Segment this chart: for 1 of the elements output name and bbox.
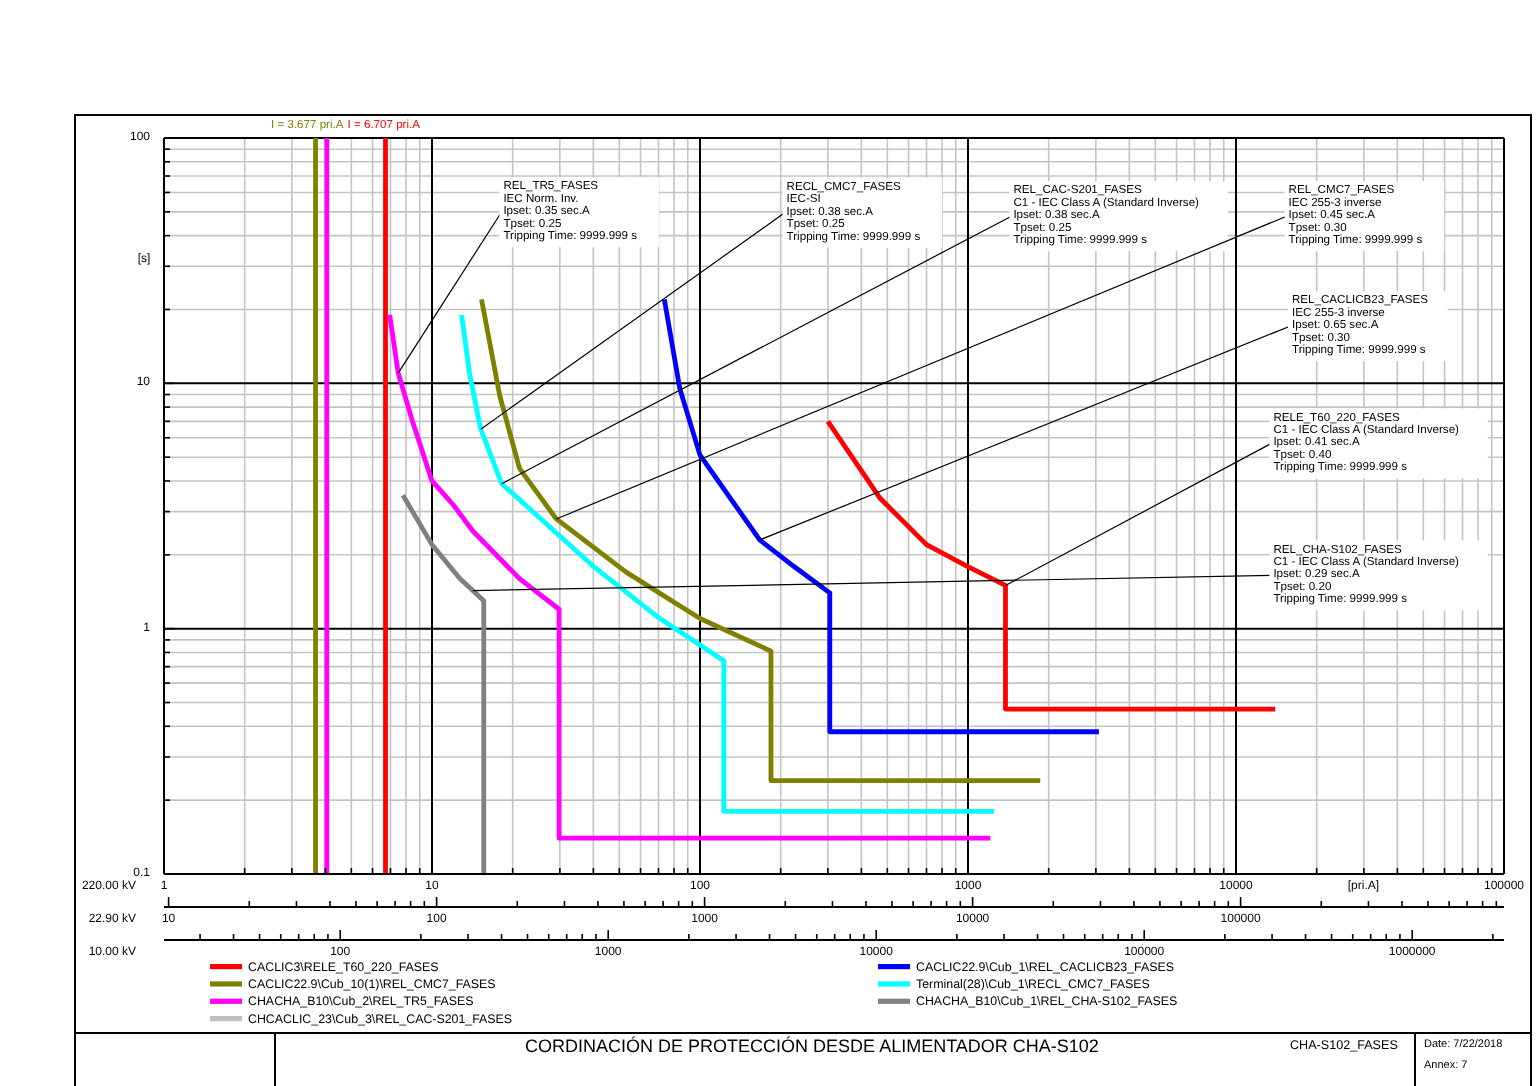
- text: CORDINACIÓN DE PROTECCIÓN DESDE ALIMENTADOR CHA-S102: [525, 1036, 1099, 1056]
